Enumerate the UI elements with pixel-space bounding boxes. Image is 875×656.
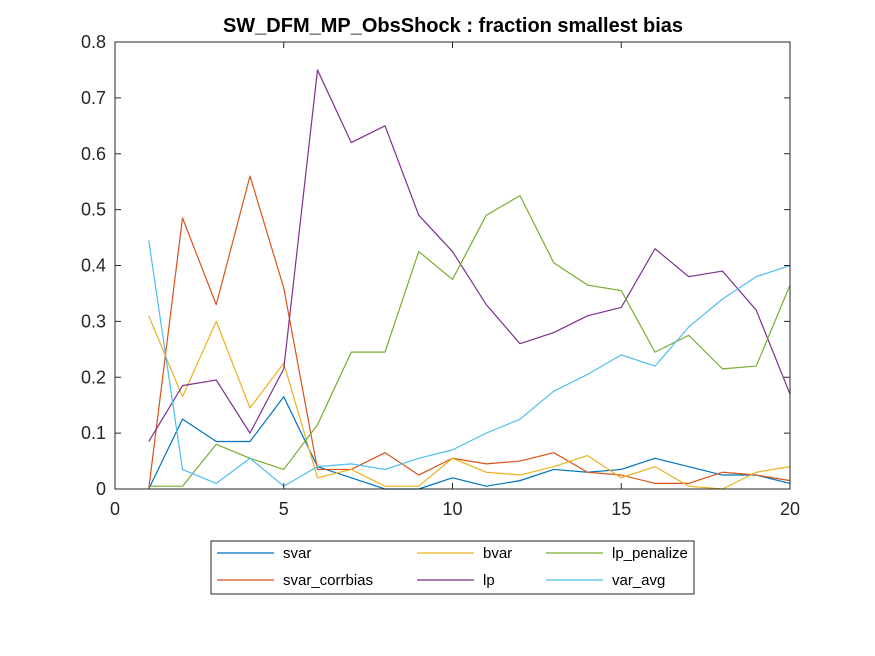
legend-label-lp-penalize: lp_penalize	[612, 545, 688, 562]
x-tick-label: 10	[442, 499, 462, 519]
series-line-svar	[148, 396, 791, 490]
legend-label-svar-corrbias: svar_corrbias	[283, 572, 373, 589]
y-tick-label: 0.1	[81, 423, 106, 443]
y-tick-label: 0.8	[81, 32, 106, 52]
series-layer	[148, 69, 791, 490]
series-line-lp	[148, 69, 791, 442]
plot-area	[115, 42, 790, 489]
y-tick-label: 0.7	[81, 88, 106, 108]
x-tick-label: 20	[780, 499, 800, 519]
legend-box	[210, 540, 695, 595]
y-tick-label: 0.5	[81, 200, 106, 220]
series-line-lp-penalize	[148, 195, 791, 487]
x-tick-label: 15	[611, 499, 631, 519]
legend: svar bvar lp_penalize svar_corrbias lp var_av…	[210, 540, 695, 595]
legend-label-svar: svar	[283, 545, 311, 562]
chart-title: SW_DFM_MP_ObsShock : fraction smallest b…	[223, 15, 683, 37]
y-tick-label: 0.2	[81, 367, 106, 387]
series-line-var-avg	[148, 240, 791, 487]
y-tick-label: 0.4	[81, 256, 106, 276]
series-line-bvar	[148, 315, 791, 490]
x-tick-label: 0	[110, 499, 120, 519]
y-tick-label: 0.6	[81, 144, 106, 164]
x-tick-label: 5	[279, 499, 289, 519]
y-tick-label: 0.3	[81, 311, 106, 331]
legend-label-lp: lp	[483, 572, 495, 589]
axes-layer: 0 5 10 15 20 0 0.1 0.2 0.3 0.4 0.5 0.6 0.7 0.8	[81, 32, 800, 519]
y-tick-label: 0	[96, 479, 106, 499]
legend-label-var-avg: var_avg	[612, 572, 665, 589]
legend-label-bvar: bvar	[483, 545, 512, 562]
